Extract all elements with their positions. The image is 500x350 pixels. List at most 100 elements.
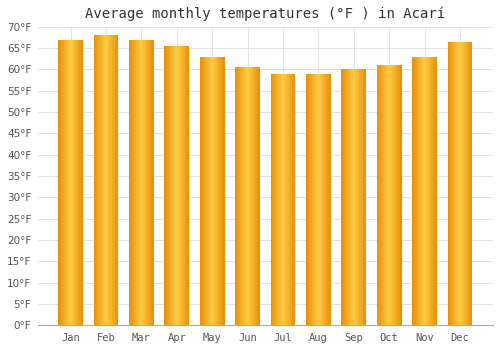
Bar	[245, 67, 246, 326]
Bar	[208, 57, 209, 326]
Bar	[412, 57, 413, 326]
Bar	[449, 42, 450, 326]
Bar	[172, 46, 173, 326]
Bar	[135, 40, 136, 326]
Bar	[201, 57, 202, 326]
Bar	[360, 69, 361, 326]
Bar	[139, 40, 140, 326]
Bar	[116, 35, 117, 326]
Bar	[432, 57, 433, 326]
Bar	[347, 69, 348, 326]
Bar	[249, 67, 250, 326]
Bar	[140, 40, 141, 326]
Bar	[222, 57, 223, 326]
Bar	[312, 74, 313, 326]
Bar	[457, 42, 458, 326]
Bar	[106, 35, 108, 326]
Bar	[398, 65, 399, 326]
Bar	[216, 57, 217, 326]
Bar	[358, 69, 360, 326]
Bar	[168, 46, 169, 326]
Bar	[169, 46, 170, 326]
Bar	[81, 40, 82, 326]
Bar	[153, 40, 154, 326]
Bar	[352, 69, 353, 326]
Bar	[386, 65, 388, 326]
Bar	[166, 46, 167, 326]
Bar	[284, 74, 285, 326]
Bar	[286, 74, 288, 326]
Bar	[322, 74, 324, 326]
Bar	[182, 46, 183, 326]
Bar	[275, 74, 276, 326]
Bar	[425, 57, 426, 326]
Bar	[152, 40, 153, 326]
Bar	[144, 40, 145, 326]
Bar	[329, 74, 330, 326]
Bar	[66, 40, 67, 326]
Bar	[290, 74, 291, 326]
Bar	[80, 40, 81, 326]
Bar	[217, 57, 218, 326]
Bar	[213, 57, 214, 326]
Bar	[138, 40, 139, 326]
Bar	[165, 46, 166, 326]
Bar	[401, 65, 402, 326]
Bar	[270, 74, 271, 326]
Bar	[175, 46, 176, 326]
Bar	[311, 74, 312, 326]
Bar	[69, 40, 70, 326]
Bar	[324, 74, 325, 326]
Bar	[105, 35, 106, 326]
Bar	[381, 65, 382, 326]
Bar	[319, 74, 320, 326]
Bar	[436, 57, 437, 326]
Bar	[259, 67, 260, 326]
Bar	[424, 57, 425, 326]
Bar	[384, 65, 385, 326]
Bar	[420, 57, 421, 326]
Bar	[147, 40, 148, 326]
Bar	[273, 74, 274, 326]
Bar	[456, 42, 457, 326]
Bar	[418, 57, 419, 326]
Bar	[65, 40, 66, 326]
Bar	[214, 57, 216, 326]
Bar	[75, 40, 76, 326]
Bar	[461, 42, 462, 326]
Bar	[294, 74, 295, 326]
Bar	[325, 74, 326, 326]
Bar	[255, 67, 256, 326]
Bar	[330, 74, 331, 326]
Bar	[61, 40, 62, 326]
Bar	[238, 67, 239, 326]
Bar	[318, 74, 319, 326]
Bar	[396, 65, 397, 326]
Bar	[141, 40, 142, 326]
Bar	[237, 67, 238, 326]
Bar	[310, 74, 311, 326]
Bar	[219, 57, 220, 326]
Bar	[356, 69, 357, 326]
Bar	[186, 46, 188, 326]
Bar	[102, 35, 103, 326]
Bar	[416, 57, 417, 326]
Bar	[399, 65, 400, 326]
Bar	[390, 65, 391, 326]
Bar	[429, 57, 430, 326]
Bar	[380, 65, 381, 326]
Bar	[180, 46, 181, 326]
Bar	[413, 57, 414, 326]
Bar	[365, 69, 366, 326]
Bar	[202, 57, 203, 326]
Bar	[462, 42, 463, 326]
Bar	[434, 57, 435, 326]
Bar	[95, 35, 96, 326]
Bar	[400, 65, 401, 326]
Bar	[431, 57, 432, 326]
Bar	[306, 74, 308, 326]
Bar	[353, 69, 354, 326]
Bar	[291, 74, 292, 326]
Bar	[397, 65, 398, 326]
Bar	[129, 40, 130, 326]
